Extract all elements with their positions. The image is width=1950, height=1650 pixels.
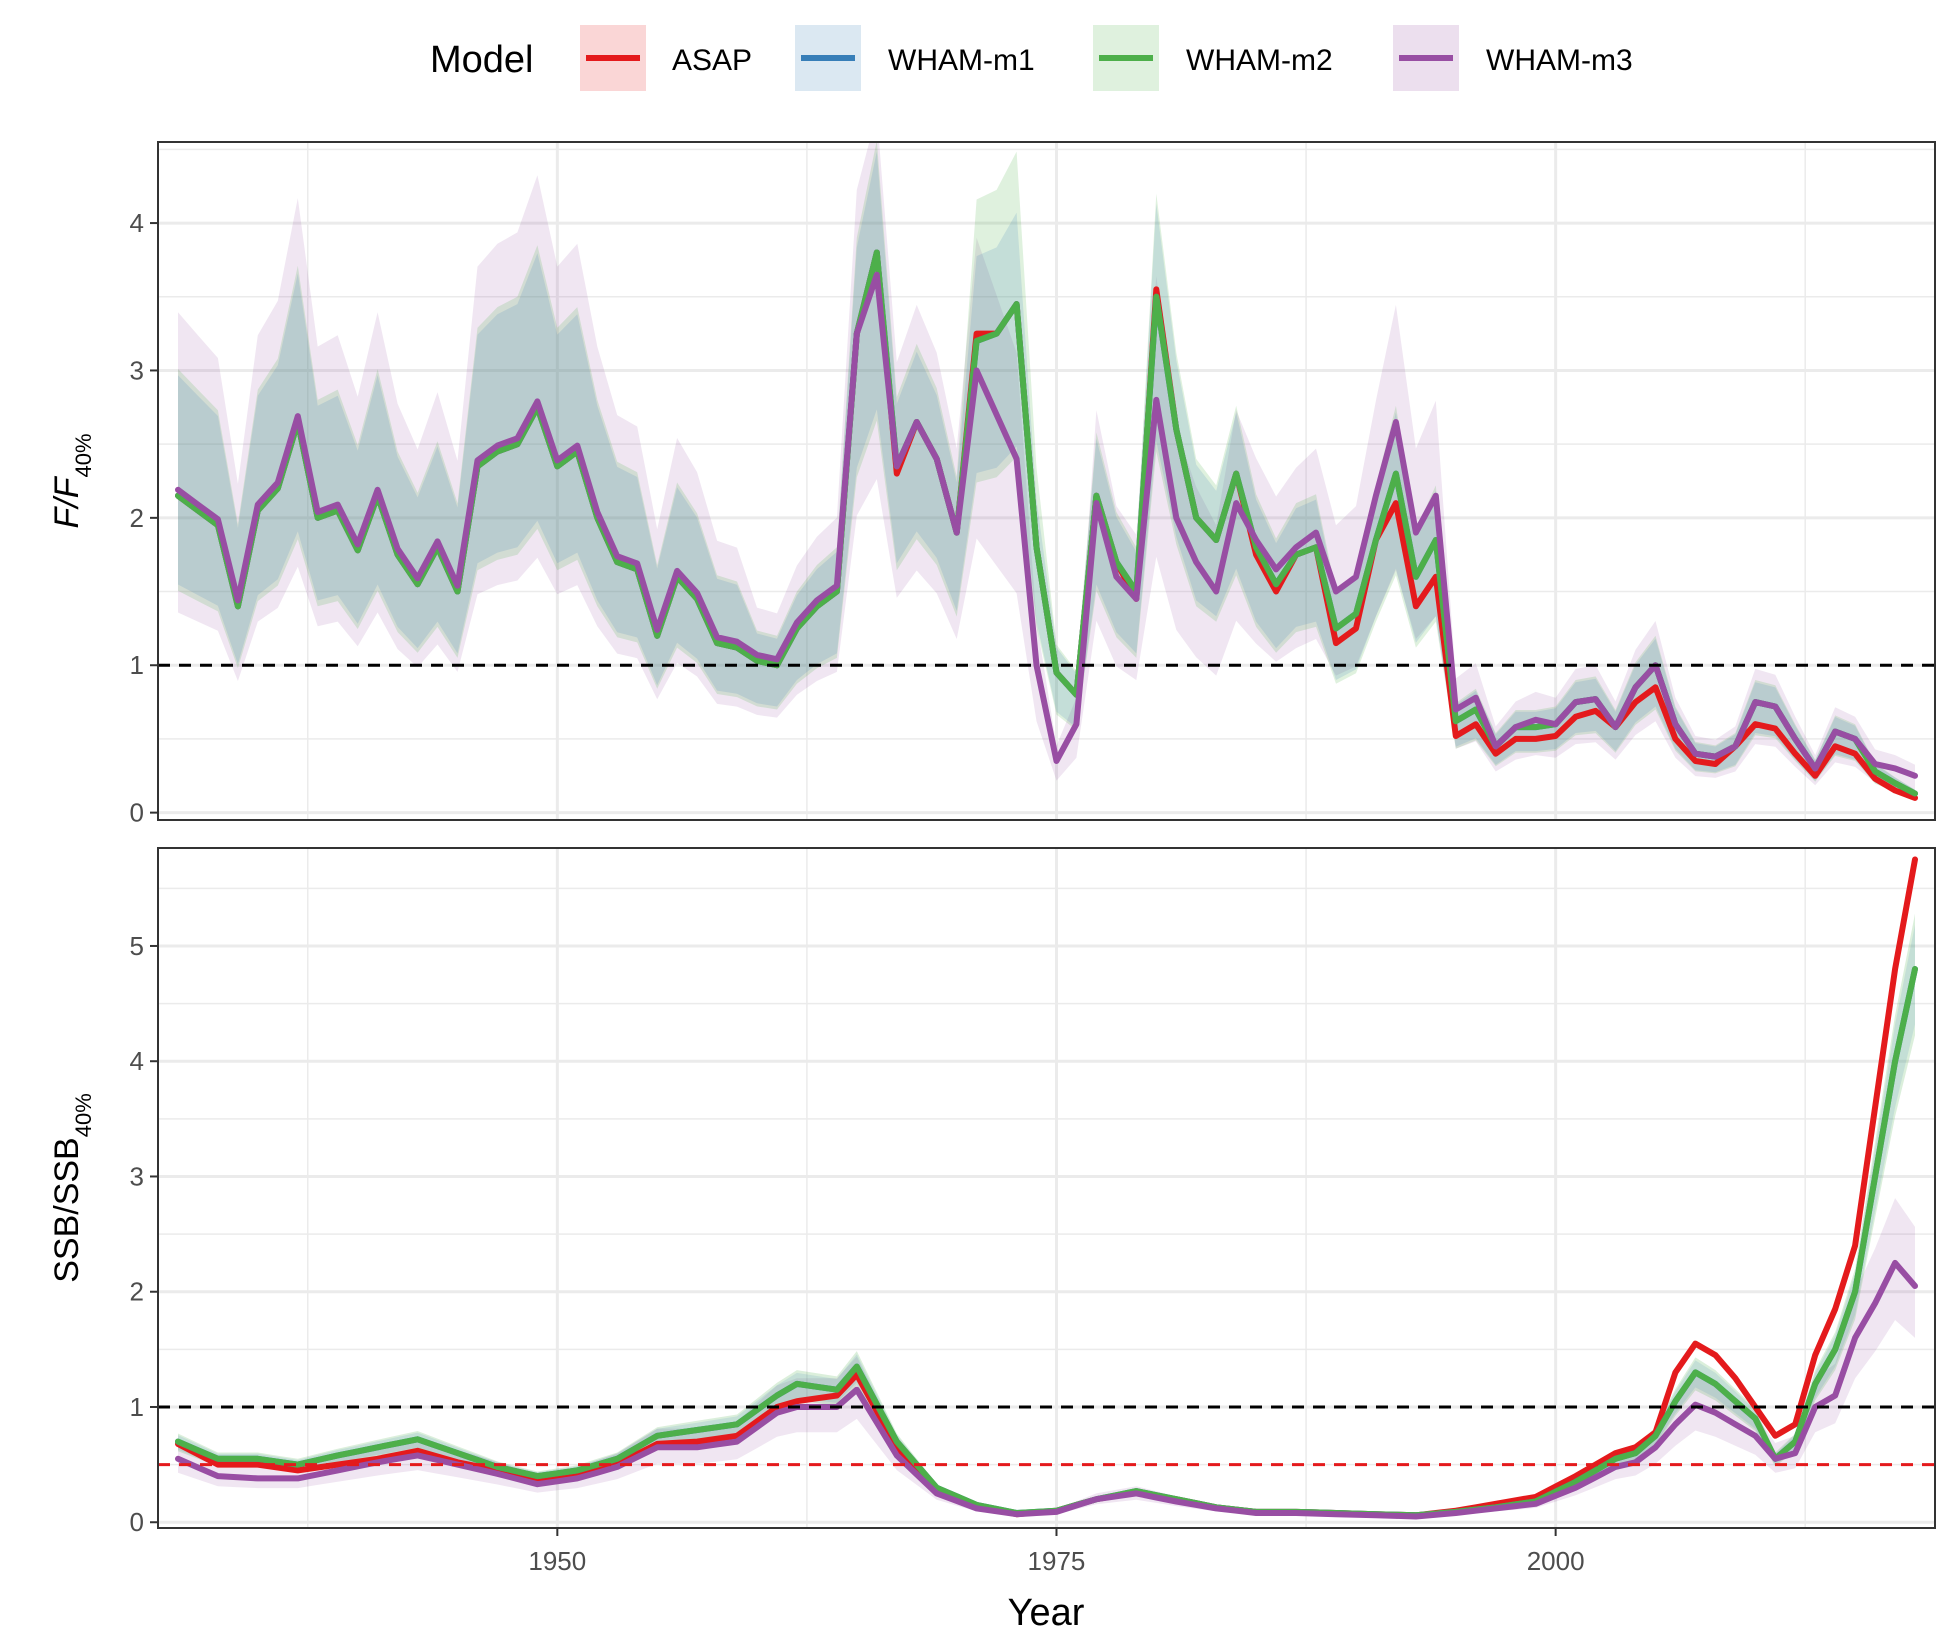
x-tick-label: 2000 — [1527, 1546, 1585, 1576]
y-tick-label: 3 — [130, 1161, 144, 1191]
legend-label: WHAM-m3 — [1486, 44, 1633, 77]
y-tick-label: 5 — [130, 931, 144, 961]
ci-band-wham-m2 — [178, 913, 1915, 1517]
legend-title: Model — [430, 39, 534, 81]
y-axis-title: F/F40% — [48, 433, 96, 528]
legend-item-wham-m2: WHAM-m2 — [1093, 25, 1333, 91]
panel-f: 0 1 2 3 4 F/F40% — [48, 141, 1936, 828]
legend-label: ASAP — [672, 44, 752, 77]
legend-label: WHAM-m1 — [888, 44, 1035, 77]
y-tick-label: 4 — [130, 208, 144, 238]
legend: Model ASAP WHAM-m1 WHAM-m2 WHAM-m3 — [430, 25, 1633, 91]
x-tick-label: 1975 — [1028, 1546, 1086, 1576]
legend-item-wham-m3: WHAM-m3 — [1393, 25, 1633, 91]
y-tick-label: 0 — [130, 798, 144, 828]
series-line-wham-m3 — [175, 271, 1918, 779]
y-axis-title: SSB/SSB40% — [48, 1093, 96, 1283]
legend-label: WHAM-m2 — [1186, 44, 1333, 77]
legend-item-asap: ASAP — [580, 25, 752, 91]
x-axis-title: Year — [1008, 1592, 1085, 1634]
plot-area — [175, 856, 1918, 1520]
y-tick-label: 3 — [130, 355, 144, 385]
y-tick-label: 2 — [130, 503, 144, 533]
y-tick-label: 1 — [130, 650, 144, 680]
ci-band-wham-m3 — [178, 142, 1915, 790]
panel-border — [157, 141, 1936, 821]
series-line-wham-m3 — [175, 1259, 1918, 1520]
legend-item-wham-m1: WHAM-m1 — [795, 25, 1035, 91]
y-tick-label: 0 — [130, 1507, 144, 1537]
panel-ssb: 0 1 2 3 4 5 SSB/SSB40% — [48, 847, 1936, 1537]
plot-area — [175, 142, 1918, 801]
y-tick-label: 1 — [130, 1392, 144, 1422]
x-tick-label: 1950 — [528, 1546, 586, 1576]
y-tick-label: 4 — [130, 1046, 144, 1076]
panel-border — [157, 847, 1936, 1529]
ci-band-wham-m1 — [178, 924, 1915, 1516]
y-tick-label: 2 — [130, 1277, 144, 1307]
